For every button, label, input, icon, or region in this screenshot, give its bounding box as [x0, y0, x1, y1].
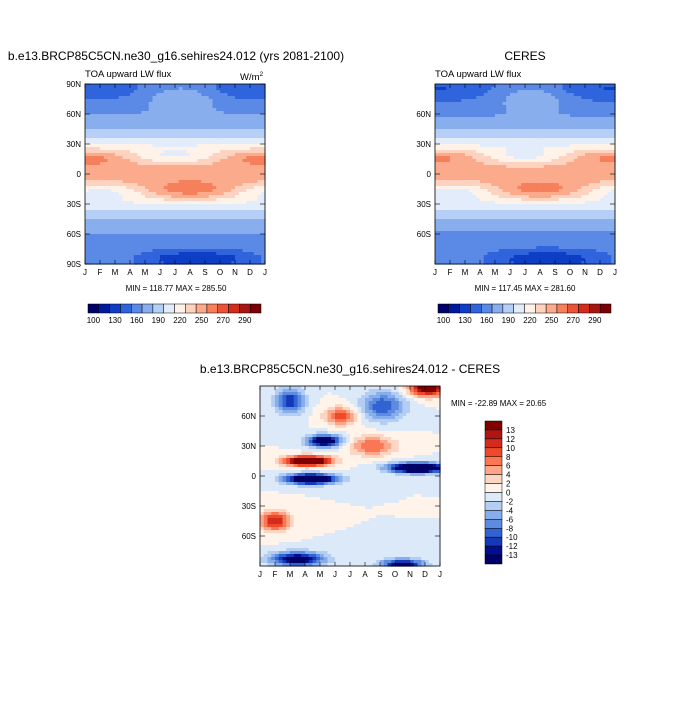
panel-ceres-variable-label: TOA upward LW flux [435, 69, 521, 80]
units-text: W/m [240, 72, 260, 83]
panel-model-colorbar: 100 130 160 190 220 250 270 290 [87, 304, 261, 325]
y-tick-label: 90S [67, 260, 81, 269]
colorbar-box [218, 304, 229, 313]
x-tick-label: J [263, 268, 267, 277]
panel-model-stats: MIN = 118.77 MAX = 285.50 [126, 284, 227, 293]
x-tick-label: A [187, 268, 193, 277]
colorbar-label: 190 [152, 316, 166, 325]
colorbar-box [207, 304, 218, 313]
x-tick-label: O [217, 268, 223, 277]
x-tick-label: S [202, 268, 207, 277]
colorbar-box [153, 304, 164, 313]
colorbar-box [164, 304, 175, 313]
x-tick-label: M [142, 268, 149, 277]
x-tick-label: F [98, 268, 103, 277]
y-tick-label: 90N [66, 80, 81, 89]
panel-ceres-title: CERES [504, 49, 545, 63]
contour-field [85, 84, 266, 265]
units-superscript: 2 [260, 71, 264, 78]
x-tick-label: J [173, 268, 177, 277]
y-tick-label: 30N [66, 140, 81, 149]
colorbar-box [175, 304, 186, 313]
y-tick-label: 0 [77, 170, 82, 179]
x-tick-label: D [247, 268, 253, 277]
panel-model-variable-label: TOA upward LW flux [85, 69, 171, 80]
colorbar-label: 100 [87, 316, 101, 325]
colorbar-box [110, 304, 121, 313]
x-tick-label: A [127, 268, 133, 277]
colorbar-box [120, 304, 131, 313]
colorbar-box [99, 304, 110, 313]
x-tick-label: J [158, 268, 162, 277]
panel-model: b.e13.BRCP85C5CN.ne30_g16.sehires24.012 … [8, 49, 344, 325]
colorbar-label: 270 [216, 316, 230, 325]
x-tick-label: M [112, 268, 119, 277]
colorbar-box [185, 304, 196, 313]
colorbar-box [142, 304, 153, 313]
colorbar-box [229, 304, 240, 313]
panel-model-units-label: W/m2 [240, 71, 264, 83]
x-tick-label: N [232, 268, 238, 277]
colorbar-label: 130 [108, 316, 122, 325]
colorbar-label: 250 [195, 316, 209, 325]
panel-model-title: b.e13.BRCP85C5CN.ne30_g16.sehires24.012 … [8, 49, 344, 63]
y-tick-label: 60N [66, 110, 81, 119]
colorbar-box [88, 304, 99, 313]
x-tick-label: J [83, 268, 87, 277]
colorbar-label: 160 [130, 316, 144, 325]
y-tick-label: 30S [67, 200, 81, 209]
colorbar-box [239, 304, 250, 313]
y-tick-label: 60S [67, 230, 81, 239]
colorbar-label: 290 [238, 316, 252, 325]
colorbar-box [250, 304, 261, 313]
colorbar-box [131, 304, 142, 313]
colorbar-box [196, 304, 207, 313]
contour-field [435, 84, 616, 265]
colorbar-label: 220 [173, 316, 187, 325]
